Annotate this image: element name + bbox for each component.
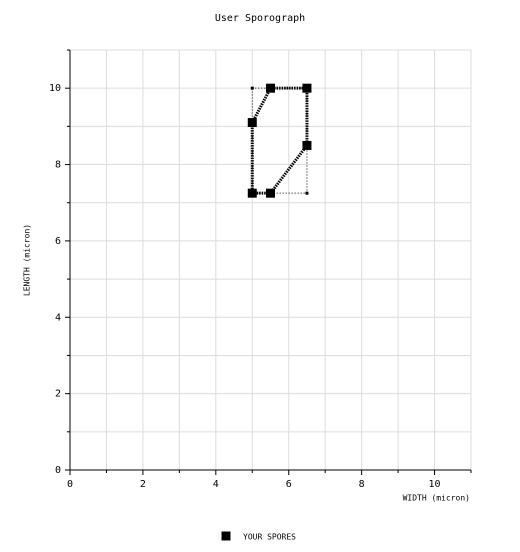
y-tick-label: 10 xyxy=(49,83,61,94)
corner-dot xyxy=(305,191,309,195)
point xyxy=(302,140,312,150)
point xyxy=(247,118,257,128)
y-tick-label: 6 xyxy=(55,236,61,247)
y-tick-label: 0 xyxy=(55,465,61,476)
x-axis-label: WIDTH (micron) xyxy=(403,494,470,503)
corner-dot xyxy=(250,86,254,90)
y-axis-label: LENGTH (micron) xyxy=(23,224,32,296)
y-tick-label: 2 xyxy=(55,389,61,400)
legend-label: YOUR SPORES xyxy=(243,533,296,542)
x-tick-label: 10 xyxy=(429,479,441,490)
point xyxy=(266,188,275,198)
legend-swatch xyxy=(221,531,231,541)
x-tick-label: 8 xyxy=(359,479,365,490)
y-tick-label: 4 xyxy=(55,312,61,323)
y-tick-label: 8 xyxy=(55,160,61,171)
point xyxy=(247,188,257,198)
x-tick-label: 2 xyxy=(140,479,146,490)
x-tick-label: 6 xyxy=(286,479,292,490)
x-tick-label: 4 xyxy=(213,479,219,490)
point xyxy=(266,83,275,93)
x-tick-label: 0 xyxy=(67,479,73,490)
point xyxy=(302,83,312,93)
chart-title: User Sporograph xyxy=(215,13,305,24)
outline xyxy=(250,86,309,195)
